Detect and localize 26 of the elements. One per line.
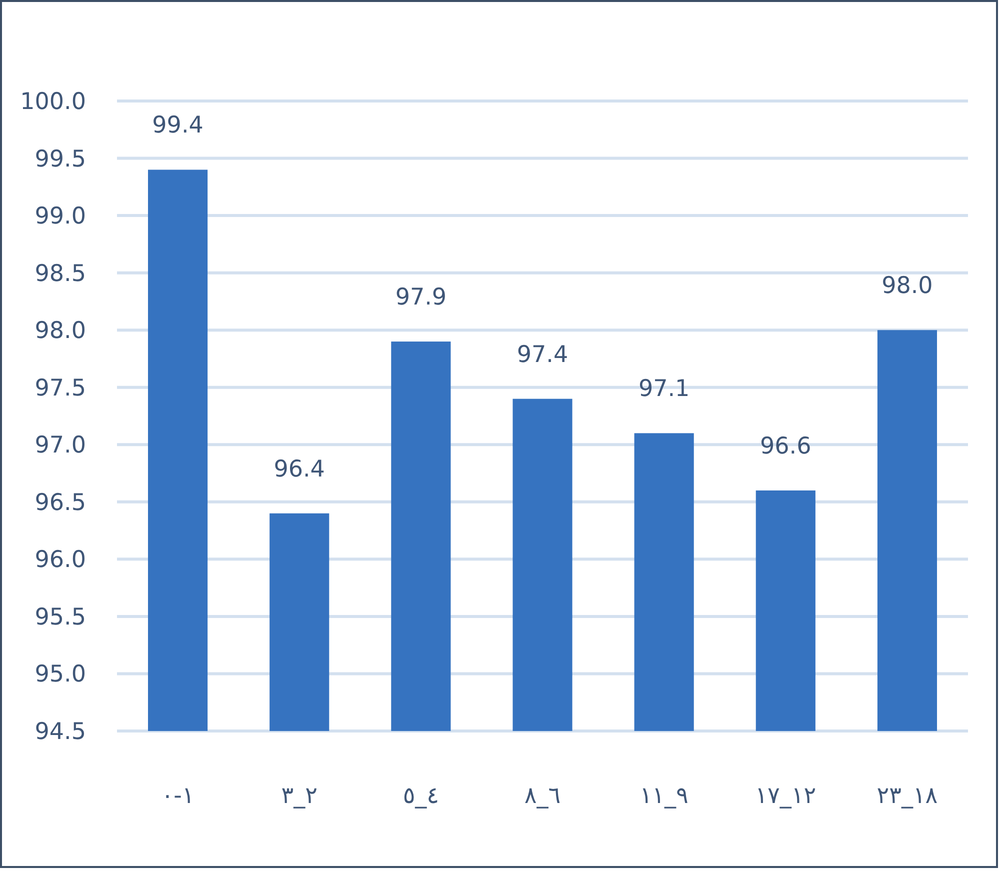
x-tick-label: ١٨_٢٣ xyxy=(876,783,938,809)
y-tick-label: 99.0 xyxy=(34,204,86,230)
x-tick-label: ١-٠ xyxy=(161,783,194,809)
y-tick-label: 100.0 xyxy=(20,89,86,115)
y-tick-label: 97.0 xyxy=(34,432,86,459)
y-tick-label: 98.5 xyxy=(34,260,86,287)
y-tick-label: 97.5 xyxy=(34,375,86,402)
data-label: 97.9 xyxy=(395,284,447,311)
x-tick-label: ٩_١١ xyxy=(640,783,688,809)
data-label: 96.6 xyxy=(760,433,812,460)
y-tick-label: 95.0 xyxy=(34,662,86,688)
y-tick-label: 96.0 xyxy=(34,547,86,574)
x-tick-label: ٦_٨ xyxy=(524,783,561,809)
data-label: 96.4 xyxy=(274,456,325,482)
x-tick-label: ١٢_١٧ xyxy=(755,783,816,809)
y-tick-label: 94.5 xyxy=(34,719,86,745)
x-tick-label: ٢_٣ xyxy=(281,783,318,809)
data-label: 99.4 xyxy=(152,112,204,139)
x-tick-label: ٤_٥ xyxy=(402,783,440,809)
data-label: 97.4 xyxy=(516,342,568,368)
y-tick-label: 95.5 xyxy=(34,604,86,630)
y-tick-label: 99.5 xyxy=(34,146,86,172)
data-label: 98.0 xyxy=(882,273,933,300)
y-tick-label: 98.0 xyxy=(34,318,86,344)
data-label: 97.1 xyxy=(638,376,690,402)
y-tick-label: 96.5 xyxy=(34,490,86,516)
